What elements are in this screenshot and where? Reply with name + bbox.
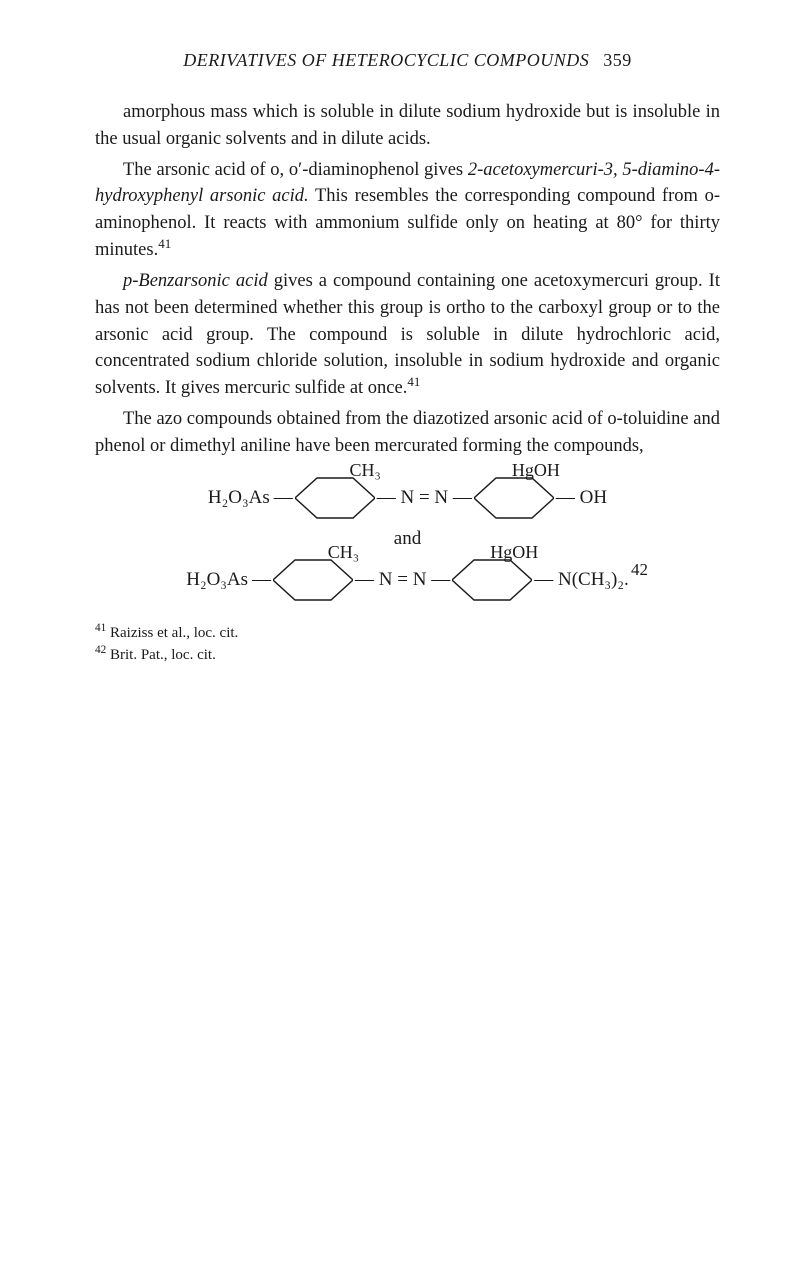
fn41-num: 41 (95, 622, 106, 634)
p2-text-a: The arsonic acid of o, o′-diaminophenol … (123, 160, 468, 180)
page: DERIVATIVES OF HETEROCYCLIC COMPOUNDS 359… (0, 0, 800, 1284)
footnote-42: 42 Brit. Pat., loc. cit. (95, 644, 720, 667)
paragraph-1: amorphous mass which is soluble in dilut… (95, 99, 720, 153)
formula-dash-2a: — (250, 569, 273, 591)
p4-text: The azo compounds obtained from the diaz… (95, 409, 720, 456)
formula-left-1: H₂O₃As (206, 487, 272, 509)
formula-row-2: H₂O₃As — CH₃ — N = N — HgOH — N(CH₃)₂. 4… (95, 556, 720, 604)
p3-ref: 41 (407, 374, 420, 389)
formula-bridge-1: — N = N — (375, 487, 474, 509)
formula-bridge-2: — N = N — (353, 569, 452, 591)
p3-italic: p-Benzarsonic acid (123, 271, 268, 291)
benzene-ring-2b: HgOH (452, 556, 532, 604)
header-title: DERIVATIVES OF HETEROCYCLIC COMPOUNDS (183, 50, 589, 70)
page-header: DERIVATIVES OF HETEROCYCLIC COMPOUNDS 359 (95, 50, 720, 71)
formula-dash-1a: — (272, 487, 295, 509)
page-number: 359 (603, 50, 632, 70)
p1-text: amorphous mass which is soluble in dilut… (95, 102, 720, 149)
formula-row-1: H₂O₃As — CH₃ — N = N — HgOH — OH (95, 474, 720, 522)
formula-tail-b: — N(CH₃)₂. (532, 569, 631, 591)
formula-block: H₂O₃As — CH₃ — N = N — HgOH — OH and H₂O… (95, 474, 720, 604)
ring1b-substituent: HgOH (512, 460, 560, 481)
footnote-41: 41 Raiziss et al., loc. cit. (95, 622, 720, 645)
benzene-ring-1a: CH₃ (295, 474, 375, 522)
formula-left-2: H₂O₃As (184, 569, 250, 591)
paragraph-4: The azo compounds obtained from the diaz… (95, 406, 720, 460)
paragraph-2: The arsonic acid of o, o′-diaminophenol … (95, 157, 720, 264)
footnotes: 41 Raiziss et al., loc. cit. 42 Brit. Pa… (95, 622, 720, 667)
ring2b-substituent: HgOH (490, 542, 538, 563)
fn41-text: Raiziss et al., loc. cit. (106, 625, 238, 641)
ring1a-substituent: CH₃ (349, 460, 380, 481)
formula-and: and (95, 528, 720, 550)
formula-tail-a: — OH (554, 487, 609, 509)
benzene-ring-1b: HgOH (474, 474, 554, 522)
ring2a-substituent: CH₃ (328, 542, 359, 563)
benzene-ring-2a: CH₃ (273, 556, 353, 604)
fn42-text: Brit. Pat., loc. cit. (106, 647, 216, 663)
paragraph-3: p-Benzarsonic acid gives a compound cont… (95, 268, 720, 402)
fn42-num: 42 (95, 644, 106, 656)
p2-ref: 41 (158, 236, 171, 251)
